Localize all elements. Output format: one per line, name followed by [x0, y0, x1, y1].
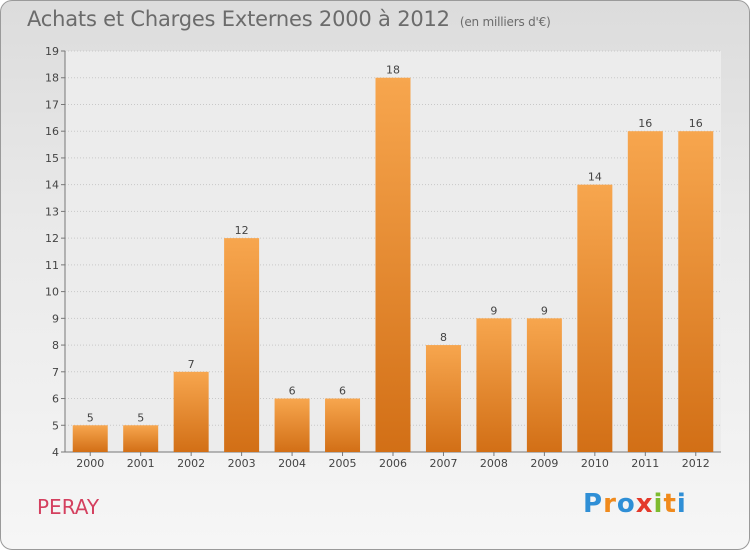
logo-letter: o [616, 489, 636, 519]
y-tick-label: 19 [45, 45, 59, 58]
y-tick-label: 15 [45, 152, 59, 165]
x-tick-label: 2008 [480, 457, 508, 470]
commune-name: PERAY [37, 495, 100, 519]
chart-title: Achats et Charges Externes 2000 à 2012 (e… [27, 7, 551, 31]
bar [678, 131, 714, 452]
bar [123, 425, 159, 452]
y-tick-label: 8 [52, 339, 59, 352]
bar [274, 398, 310, 452]
y-tick-label: 18 [45, 72, 59, 85]
x-tick-label: 2004 [278, 457, 306, 470]
y-tick-label: 17 [45, 98, 59, 111]
y-tick-label: 10 [45, 286, 59, 299]
y-tick-label: 4 [52, 446, 59, 459]
bar [224, 238, 260, 452]
bar [173, 371, 209, 452]
x-tick-label: 2011 [631, 457, 659, 470]
x-tick-label: 2007 [429, 457, 457, 470]
bar-value-label: 8 [440, 331, 447, 344]
proxiti-logo: Proxiti [583, 489, 687, 519]
bar [526, 318, 562, 452]
bar-value-label: 14 [588, 171, 602, 184]
x-tick-label: 2010 [581, 457, 609, 470]
x-tick-label: 2006 [379, 457, 407, 470]
y-tick-label: 9 [52, 312, 59, 325]
logo-letter: i [676, 489, 687, 519]
logo-letter: P [583, 489, 604, 519]
bar-value-label: 9 [541, 304, 548, 317]
chart-unit: (en milliers d'€) [459, 15, 551, 29]
bar-value-label: 6 [289, 385, 296, 398]
bar-value-label: 5 [137, 411, 144, 424]
y-tick-label: 6 [52, 393, 59, 406]
x-tick-label: 2002 [177, 457, 205, 470]
y-tick-label: 16 [45, 125, 59, 138]
logo-letter: i [653, 489, 664, 519]
y-tick-label: 11 [45, 259, 59, 272]
x-tick-label: 2001 [127, 457, 155, 470]
y-tick-label: 13 [45, 205, 59, 218]
chart-title-text: Achats et Charges Externes 2000 à 2012 [27, 7, 450, 31]
x-tick-label: 2009 [530, 457, 558, 470]
bar [325, 398, 361, 452]
logo-letter: x [635, 489, 654, 519]
y-tick-label: 7 [52, 366, 59, 379]
x-tick-label: 2003 [228, 457, 256, 470]
x-tick-label: 2005 [329, 457, 357, 470]
bar [72, 425, 108, 452]
bar-value-label: 12 [235, 224, 249, 237]
logo-letter: r [603, 489, 617, 519]
bar [577, 184, 613, 452]
bar [476, 318, 512, 452]
bar-value-label: 16 [689, 117, 703, 130]
bar [627, 131, 663, 452]
bar-value-label: 18 [386, 64, 400, 77]
bar [425, 345, 461, 452]
bar-value-label: 6 [339, 385, 346, 398]
logo-letter: t [663, 489, 677, 519]
bar-value-label: 7 [188, 358, 195, 371]
y-tick-label: 14 [45, 179, 59, 192]
x-tick-label: 2000 [76, 457, 104, 470]
x-tick-label: 2012 [682, 457, 710, 470]
y-tick-label: 5 [52, 419, 59, 432]
bar-value-label: 9 [490, 304, 497, 317]
y-tick-label: 12 [45, 232, 59, 245]
bar [375, 77, 411, 452]
bar-value-label: 5 [87, 411, 94, 424]
bar-value-label: 16 [638, 117, 652, 130]
